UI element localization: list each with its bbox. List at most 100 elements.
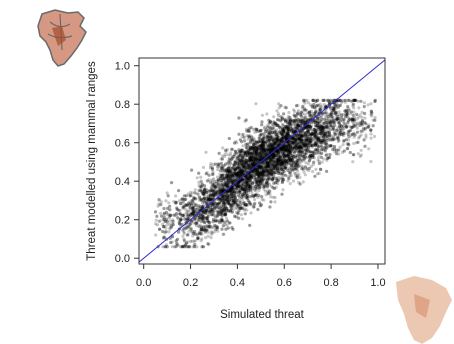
scatter-point	[210, 188, 214, 192]
scatter-point	[240, 162, 244, 166]
scatter-point	[247, 152, 251, 156]
scatter-point	[216, 168, 220, 172]
scatter-point	[233, 168, 238, 172]
scatter-point	[314, 141, 318, 145]
scatter-point	[278, 137, 282, 141]
scatter-point	[248, 223, 252, 227]
scatter-point	[254, 149, 259, 153]
scatter-point	[259, 172, 264, 176]
scatter-point	[239, 203, 243, 207]
scatter-point	[255, 165, 259, 169]
scatter-point	[314, 131, 318, 136]
scatter-point	[193, 210, 197, 214]
scatter-point	[319, 144, 323, 148]
scatter-point	[179, 202, 183, 206]
scatter-point	[323, 131, 327, 136]
scatter-point	[338, 98, 343, 102]
scatter-point	[263, 166, 267, 170]
scatter-point	[358, 154, 362, 158]
scatter-point	[291, 138, 296, 142]
scatter-point	[308, 138, 312, 142]
scatter-point	[287, 110, 291, 115]
scatter-point	[325, 125, 330, 129]
scatter-point	[300, 141, 304, 145]
scatter-point	[373, 118, 377, 122]
scatter-point	[230, 168, 234, 172]
scatter-point	[301, 119, 305, 123]
scatter-point	[273, 143, 277, 147]
scatter-point	[271, 155, 275, 159]
scatter-point	[218, 207, 222, 211]
scatter-point	[273, 156, 277, 160]
scatter-point	[156, 204, 160, 208]
scatter-point	[199, 185, 203, 189]
scatter-point	[282, 147, 286, 151]
scatter-point	[332, 137, 337, 141]
scatter-point	[300, 129, 304, 133]
scatter-point	[162, 211, 166, 215]
scatter-point	[282, 125, 286, 129]
scatter-point	[255, 146, 259, 150]
scatter-point	[281, 147, 285, 151]
scatter-point	[358, 113, 362, 117]
scatter-point	[269, 155, 273, 159]
scatter-point	[229, 176, 233, 180]
scatter-point	[292, 108, 296, 112]
scatter-point	[229, 186, 233, 190]
scatter-point	[199, 175, 203, 179]
scatter-point	[226, 226, 230, 230]
scatter-point	[246, 175, 251, 179]
scatter-point	[237, 173, 241, 177]
scatter-point	[318, 107, 322, 111]
scatter-point	[206, 234, 210, 238]
scatter-point	[246, 194, 250, 198]
scatter-point	[235, 141, 239, 145]
scatter-point	[204, 150, 208, 154]
scatter-point	[258, 139, 262, 143]
scatter-point	[262, 198, 266, 202]
scatter-point	[355, 117, 359, 121]
scatter-point	[260, 145, 264, 149]
scatter-point	[251, 184, 255, 188]
scatter-point	[241, 144, 245, 148]
scatter-point	[230, 209, 234, 213]
scatter-point	[174, 201, 178, 205]
scatter-point	[307, 145, 311, 149]
scatter-point	[165, 213, 169, 217]
scatter-point	[287, 155, 291, 159]
scatter-point	[219, 166, 223, 170]
scatter-point	[227, 157, 231, 161]
scatter-point	[242, 191, 246, 195]
scatter-point	[319, 131, 323, 135]
scatter-point	[279, 168, 283, 172]
scatter-point	[255, 180, 259, 184]
scatter-point	[258, 154, 262, 158]
scatter-point	[233, 172, 237, 176]
scatter-point	[215, 181, 219, 186]
scatter-point	[265, 112, 269, 116]
scatter-point	[296, 146, 300, 150]
scatter-point	[272, 156, 276, 160]
scatter-point	[275, 109, 279, 113]
scatter-point	[302, 120, 306, 124]
scatter-point	[261, 149, 265, 153]
scatter-point	[358, 135, 362, 139]
scatter-point	[240, 217, 245, 221]
scatter-point	[342, 118, 346, 122]
scatter-point	[266, 162, 270, 167]
scatter-point	[205, 218, 209, 223]
scatter-point	[290, 162, 294, 166]
scatter-point	[165, 223, 169, 227]
scatter-point	[210, 178, 214, 182]
scatter-point	[281, 123, 285, 127]
scatter-point	[224, 184, 228, 188]
scatter-point	[266, 148, 270, 152]
scatter-point	[237, 171, 241, 175]
scatter-point	[284, 106, 288, 110]
scatter-point	[254, 102, 258, 106]
scatter-point	[194, 197, 198, 201]
scatter-point	[245, 166, 249, 170]
scatter-point	[298, 156, 302, 160]
scatter-point	[288, 174, 292, 178]
